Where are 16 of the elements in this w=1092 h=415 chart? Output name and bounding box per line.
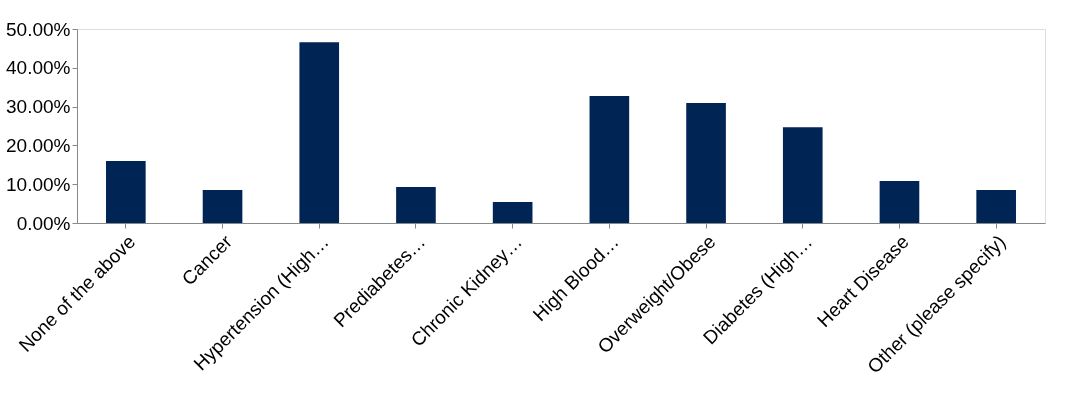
y-tick-label: 0.00% bbox=[16, 212, 71, 234]
bar bbox=[396, 186, 436, 223]
y-tick-label: 20.00% bbox=[6, 134, 71, 156]
bar bbox=[976, 190, 1016, 223]
bar bbox=[299, 42, 340, 223]
y-tick-label: 30.00% bbox=[6, 96, 71, 118]
bar bbox=[782, 127, 823, 223]
bar bbox=[686, 103, 726, 223]
bar bbox=[106, 160, 146, 223]
bar bbox=[589, 96, 630, 223]
bar bbox=[492, 202, 533, 223]
bar bbox=[879, 181, 920, 223]
bar bbox=[202, 190, 243, 223]
y-tick-label: 40.00% bbox=[6, 57, 71, 79]
y-tick-label: 50.00% bbox=[6, 18, 71, 40]
y-tick-label: 10.00% bbox=[6, 173, 71, 195]
